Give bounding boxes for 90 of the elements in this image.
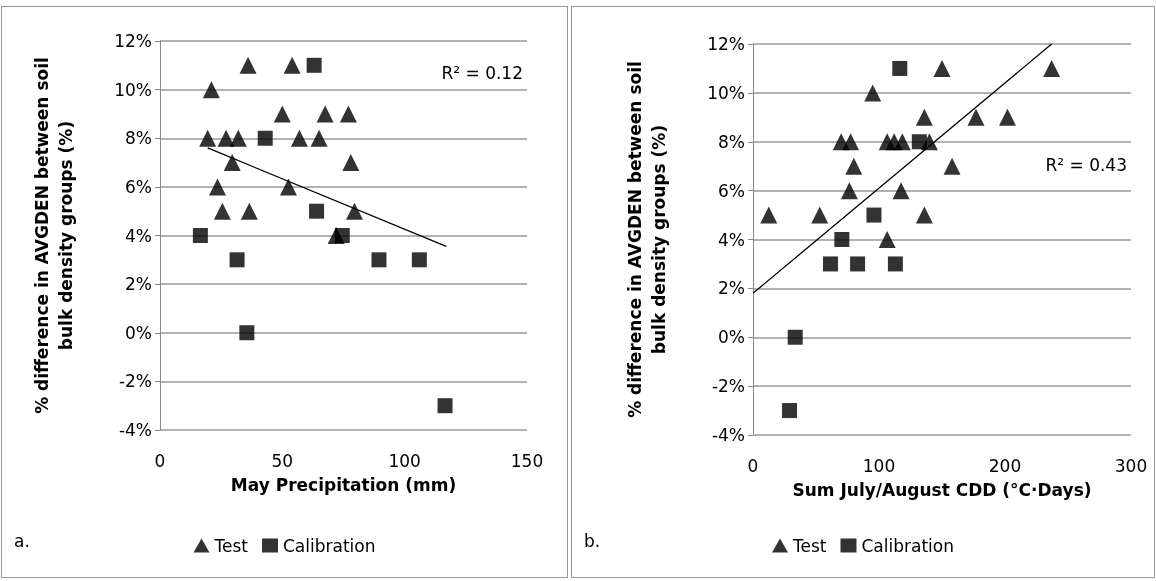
point <box>371 252 387 268</box>
point <box>850 256 866 272</box>
point <box>893 133 911 151</box>
point <box>933 59 951 77</box>
point <box>239 56 257 74</box>
point <box>306 57 322 73</box>
y-tick-label: 2% <box>125 274 152 295</box>
x-tick-label: 100 <box>388 450 421 471</box>
point <box>782 403 798 419</box>
legend-label: Calibration <box>861 535 954 556</box>
point <box>240 202 258 220</box>
point <box>213 202 231 220</box>
point <box>1043 59 1061 77</box>
point <box>192 228 208 243</box>
point <box>892 60 908 76</box>
point <box>279 178 297 196</box>
x-axis-title: May Precipitation (mm) <box>230 474 457 495</box>
y-tick-label: 8% <box>718 131 745 152</box>
legend-label: Calibration <box>282 535 376 556</box>
annotation: R² = 0.12 <box>441 62 523 83</box>
legend-label: Test <box>213 535 249 556</box>
x-tick-label: 0 <box>747 455 759 476</box>
point <box>342 154 360 172</box>
point <box>346 202 364 220</box>
point <box>209 178 226 196</box>
point <box>878 231 896 248</box>
y-tick-label: 4% <box>718 229 745 250</box>
point <box>339 105 357 123</box>
point <box>760 206 778 224</box>
point <box>834 232 850 247</box>
point <box>283 56 301 74</box>
point <box>842 133 860 151</box>
point <box>787 329 803 345</box>
y-tick-label: 8% <box>125 128 152 149</box>
point <box>887 256 903 272</box>
point <box>229 129 247 147</box>
point <box>316 105 334 123</box>
point <box>845 157 863 175</box>
point <box>811 206 829 224</box>
point <box>864 84 882 102</box>
point <box>822 256 838 272</box>
x-tick-label: 0 <box>154 450 166 471</box>
x-axis-title: Sum July/August CDD (°C·Days) <box>792 479 1092 500</box>
point <box>915 108 933 126</box>
y-axis-title: % difference in AVGDEN between soil bulk density groups (%) <box>32 57 76 414</box>
y-tick-label: 2% <box>718 278 745 299</box>
y-tick-label: 12% <box>707 34 745 54</box>
point <box>411 252 427 268</box>
y-tick-label: -4% <box>118 420 152 440</box>
x-tick-label: 200 <box>988 455 1022 476</box>
y-tick-label: 10% <box>114 79 152 100</box>
point <box>327 227 345 244</box>
point <box>223 154 241 172</box>
x-tick-label: 300 <box>1114 455 1148 476</box>
y-tick-label: 6% <box>125 176 152 197</box>
legend-label: Test <box>792 535 827 556</box>
y-tick-label: -2% <box>711 376 745 397</box>
point <box>239 325 255 341</box>
point <box>290 129 308 147</box>
point <box>202 81 220 99</box>
point <box>229 252 245 268</box>
point <box>967 108 985 126</box>
point <box>943 157 961 175</box>
x-tick-label: 100 <box>862 455 896 476</box>
point <box>257 130 273 146</box>
point <box>273 105 291 123</box>
point <box>999 108 1017 126</box>
annotation: R² = 0.43 <box>1045 154 1127 175</box>
y-tick-label: 0% <box>718 327 745 348</box>
point <box>310 129 328 147</box>
text: b. <box>584 530 601 551</box>
point <box>437 398 453 414</box>
text: a. <box>14 530 30 551</box>
y-tick-label: 12% <box>114 31 152 51</box>
y-tick-label: -2% <box>118 371 152 392</box>
y-axis-title: % difference in AVGDEN between soil bulk density groups (%) <box>625 61 669 418</box>
y-tick-label: 0% <box>125 322 152 343</box>
y-tick-label: 10% <box>707 82 745 103</box>
point <box>866 207 882 223</box>
point <box>915 206 933 224</box>
point <box>199 129 217 147</box>
point <box>309 203 325 219</box>
point <box>840 182 858 200</box>
y-tick-label: -4% <box>711 425 745 445</box>
point <box>920 133 938 151</box>
point <box>892 182 910 200</box>
y-tick-label: 6% <box>718 180 745 201</box>
x-tick-label: 50 <box>271 450 294 471</box>
x-tick-label: 150 <box>510 450 544 471</box>
y-tick-label: 4% <box>125 225 152 246</box>
